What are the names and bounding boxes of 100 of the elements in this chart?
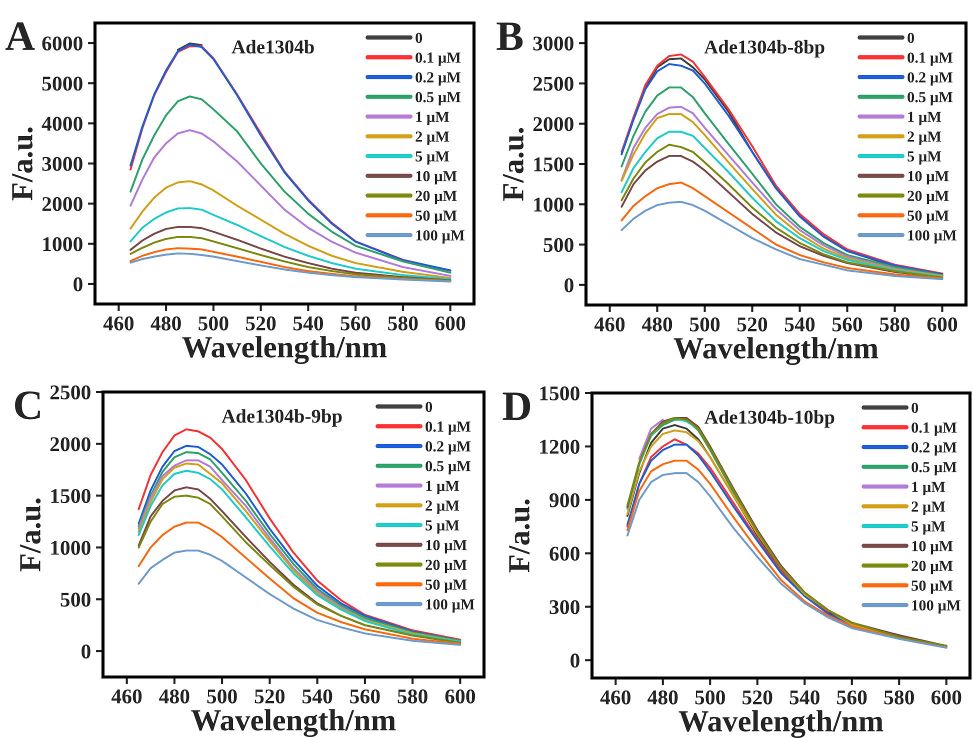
y-tick-label: 1000 [534, 198, 574, 212]
x-tick-label: 580 [880, 317, 910, 332]
legend-label: 2 μM [912, 502, 946, 515]
x-axis-title: Wavelength/nm [182, 336, 387, 364]
x-tick-label: 460 [594, 317, 625, 332]
text: D [502, 392, 530, 420]
legend-label: 100 μM [416, 230, 464, 244]
y-tick-label: 500 [544, 238, 574, 252]
legend-label: 0.2 μM [416, 72, 461, 86]
x-tick-label: 480 [642, 317, 672, 332]
legend-label: 5 μM [912, 521, 946, 535]
y-tick-label: 1200 [540, 440, 580, 454]
legend-label: 1 μM [908, 112, 942, 126]
y-tick-label: 1000 [43, 237, 82, 252]
x-tick-label: 520 [254, 689, 285, 704]
legend-label: 50 μM [908, 210, 949, 224]
legend-label: 10 μM [912, 540, 953, 554]
y-axis-title: F/a.u. [20, 498, 41, 572]
legend-label: 0.5 μM [426, 460, 471, 474]
y-tick-label: 2000 [50, 437, 90, 452]
legend-label: 5 μM [426, 520, 460, 534]
y-tick-label: 2500 [533, 76, 574, 91]
legend-label: 0.5 μM [908, 92, 953, 106]
legend-label: 50 μM [416, 210, 457, 224]
x-tick-label: 600 [927, 317, 958, 332]
x-axis-title: Wavelength/nm [678, 710, 884, 738]
legend-label: 5 μM [416, 151, 450, 165]
x-tick-label: 500 [695, 690, 725, 704]
legend-label: 100 μM [912, 600, 960, 614]
legend-label: 10 μM [426, 540, 467, 554]
x-tick-label: 560 [832, 317, 862, 332]
y-tick-label: 5000 [42, 76, 82, 91]
legend-label: 1 μM [912, 482, 946, 496]
legend-label: 1 μM [416, 112, 450, 126]
legend-label: 100 μM [908, 230, 956, 244]
x-tick-label: 500 [207, 689, 237, 704]
x-tick-label: 540 [790, 690, 820, 704]
x-tick-label: 580 [884, 690, 914, 704]
y-axis-title: F/a.u. [12, 127, 33, 200]
x-tick-label: 540 [784, 317, 815, 332]
x-tick-label: 480 [159, 689, 190, 704]
legend-label: 0.5 μM [912, 462, 957, 476]
y-tick-label: 0 [82, 644, 90, 659]
x-tick-label: 540 [302, 689, 332, 704]
x-tick-label: 600 [931, 690, 962, 704]
legend-label: 5 μM [908, 151, 942, 165]
legend-label: 1 μM [426, 480, 460, 494]
y-tick-label: 1500 [540, 386, 580, 400]
text: Ade1304b [232, 40, 314, 54]
legend-label: 0.1 μM [908, 52, 953, 66]
y-tick-label: 1500 [51, 489, 90, 504]
legend-label: 0.1 μM [426, 421, 471, 435]
x-tick-label: 500 [198, 316, 228, 330]
legend-label: 0.5 μM [416, 92, 461, 106]
x-tick-label: 560 [350, 689, 380, 704]
y-axis-title: F/a.u. [503, 128, 524, 201]
line-series [626, 416, 700, 510]
text: A [5, 22, 35, 50]
legend-label: 50 μM [912, 580, 953, 594]
legend-label: 20 μM [908, 190, 949, 204]
legend-label: 0 [426, 402, 432, 412]
text: Ade1304b-8bp [704, 40, 824, 58]
legend-label: 2 μM [416, 132, 450, 145]
x-tick-label: 520 [737, 317, 768, 332]
x-tick-label: 600 [445, 689, 476, 704]
y-tick-label: 1000 [51, 540, 90, 555]
x-axis-title: Wavelength/nm [674, 337, 878, 366]
y-tick-label: 0 [74, 277, 82, 292]
legend-label: 0 [912, 402, 918, 414]
text: B [496, 22, 523, 50]
x-tick-label: 600 [435, 316, 466, 330]
y-tick-label: 500 [60, 592, 90, 607]
x-tick-label: 500 [690, 317, 720, 332]
y-tick-label: 2000 [42, 197, 82, 212]
legend-label: 20 μM [426, 560, 467, 574]
x-tick-label: 580 [398, 689, 428, 704]
y-tick-label: 900 [550, 493, 580, 508]
y-tick-label: 2000 [533, 117, 574, 132]
text: C [15, 391, 40, 420]
y-axis-title: F/a.u. [509, 499, 530, 572]
legend-label: 10 μM [416, 170, 457, 184]
x-tick-label: 560 [340, 316, 370, 330]
y-tick-label: 3000 [42, 156, 82, 171]
x-tick-label: 460 [600, 690, 630, 704]
legend-label: 0.2 μM [908, 72, 953, 86]
y-tick-label: 0 [564, 278, 574, 292]
x-tick-label: 560 [837, 690, 867, 704]
legend-label: 20 μM [912, 560, 953, 574]
x-tick-label: 580 [388, 316, 418, 330]
y-tick-label: 1500 [534, 157, 574, 172]
x-tick-label: 480 [648, 690, 678, 704]
x-tick-label: 520 [742, 690, 772, 704]
legend-label: 100 μM [426, 599, 474, 613]
legend-label: 20 μM [416, 190, 457, 204]
legend-label: 0 [416, 32, 422, 44]
y-tick-label: 4000 [42, 116, 82, 131]
legend-label: 2 μM [908, 132, 942, 145]
text: Ade1304b-10bp [704, 410, 834, 428]
legend-label: 50 μM [426, 579, 467, 593]
y-tick-label: 2500 [50, 385, 90, 400]
